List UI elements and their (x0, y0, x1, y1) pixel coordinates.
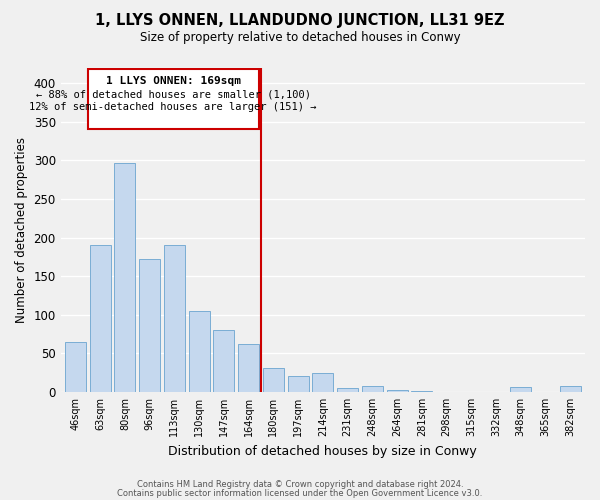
Bar (313, 372, 334, 392)
Text: 12% of semi-detached houses are larger (151) →: 12% of semi-detached houses are larger (… (29, 102, 317, 113)
Bar (65, 342, 86, 392)
Text: ← 88% of detached houses are smaller (1,100): ← 88% of detached houses are smaller (1,… (36, 89, 311, 99)
Text: 1, LLYS ONNEN, LLANDUDNO JUNCTION, LL31 9EZ: 1, LLYS ONNEN, LLANDUDNO JUNCTION, LL31 … (95, 12, 505, 28)
Bar (510, 386, 531, 392)
Bar (337, 388, 358, 392)
Bar (263, 368, 284, 392)
Bar (90, 245, 111, 392)
FancyBboxPatch shape (88, 69, 259, 130)
Y-axis label: Number of detached properties: Number of detached properties (15, 137, 28, 323)
Bar (287, 376, 308, 392)
Bar (115, 162, 136, 392)
X-axis label: Distribution of detached houses by size in Conwy: Distribution of detached houses by size … (169, 444, 477, 458)
Bar (560, 386, 581, 392)
Bar (164, 245, 185, 392)
Bar (188, 311, 209, 392)
Bar (362, 386, 383, 392)
Text: Size of property relative to detached houses in Conwy: Size of property relative to detached ho… (140, 31, 460, 44)
Text: Contains public sector information licensed under the Open Government Licence v3: Contains public sector information licen… (118, 488, 482, 498)
Bar (386, 390, 407, 392)
Bar (214, 330, 235, 392)
Text: Contains HM Land Registry data © Crown copyright and database right 2024.: Contains HM Land Registry data © Crown c… (137, 480, 463, 489)
Bar (139, 259, 160, 392)
Bar (411, 390, 432, 392)
Text: 1 LLYS ONNEN: 169sqm: 1 LLYS ONNEN: 169sqm (106, 76, 241, 86)
Bar (238, 344, 259, 392)
